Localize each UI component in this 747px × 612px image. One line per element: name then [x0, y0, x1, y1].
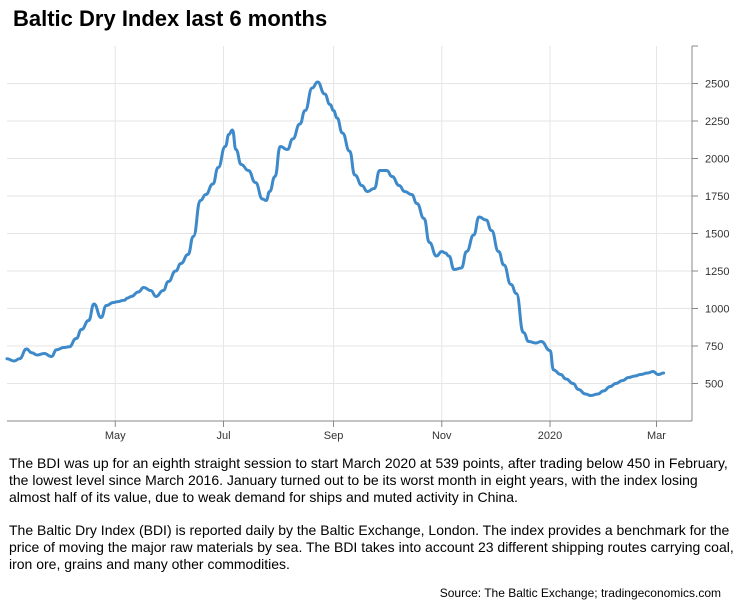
y-tick-label: 500 [705, 379, 723, 391]
gridlines [7, 46, 692, 421]
tick-labels: 500 750 1000 1250 1500 1750 2000 2250 2500 May Jul… [105, 79, 730, 443]
x-tick-label: Mar [647, 430, 666, 442]
y-tick-label: 2000 [705, 154, 729, 166]
x-tick-label: Sep [324, 430, 344, 442]
y-tick-label: 1000 [705, 304, 729, 316]
y-tick-label: 1500 [705, 229, 729, 241]
chart-title: Baltic Dry Index last 6 months [13, 6, 328, 31]
y-tick-label: 1750 [705, 191, 729, 203]
line-chart: 500 750 1000 1250 1500 1750 2000 2250 2500 May Jul… [5, 45, 730, 443]
x-tick-label: 2020 [538, 430, 562, 442]
x-tick-label: Jul [216, 430, 230, 442]
y-tick-label: 750 [705, 341, 723, 353]
description-paragraph-1: The BDI was up for an eighth straight se… [9, 455, 728, 505]
y-tick-label: 2250 [705, 116, 729, 128]
series-layer [5, 80, 666, 397]
x-tick-label: May [105, 430, 126, 442]
axes [7, 45, 698, 427]
x-tick-label: Nov [432, 430, 452, 442]
source-note: Source: The Baltic Exchange; tradingecon… [439, 586, 721, 600]
series-line-0 [5, 80, 666, 397]
y-tick-label: 2500 [705, 79, 729, 91]
y-tick-label: 1250 [705, 266, 729, 278]
description-paragraph-2: The Baltic Dry Index (BDI) is reported d… [9, 522, 734, 572]
